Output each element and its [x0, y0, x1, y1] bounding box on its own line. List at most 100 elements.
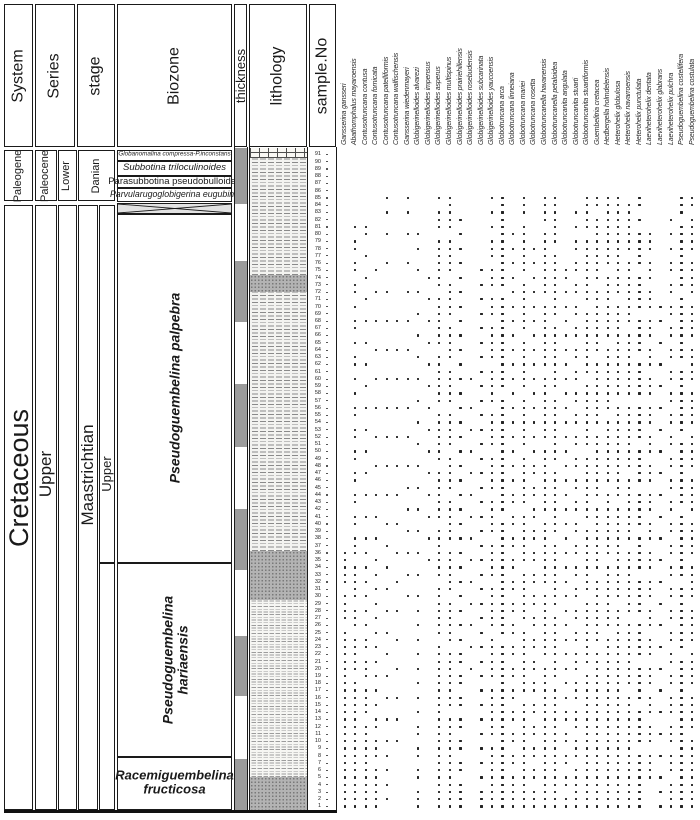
occurrence-dot — [617, 646, 620, 649]
occurrence-dot — [469, 667, 473, 670]
cretaceous-stage-box — [78, 204, 98, 810]
occurrence-dot — [690, 754, 694, 757]
occurrence-dot — [533, 776, 536, 779]
occurrence-dot — [448, 769, 451, 772]
occurrence-dot — [627, 443, 630, 446]
occurrence-dot — [638, 298, 641, 301]
occurrence-dot — [680, 457, 683, 460]
occurrence-dot — [585, 348, 588, 352]
occurrence-dot — [448, 240, 451, 243]
occurrence-dot — [385, 696, 388, 699]
occurrence-dot — [585, 298, 588, 301]
occurrence-dot — [659, 805, 662, 808]
occurrence-dot — [596, 674, 599, 678]
sample-number: 45 — [314, 484, 321, 491]
occurrence-dot — [554, 617, 557, 620]
occurrence-dot — [354, 305, 357, 308]
occurrence-dot — [543, 682, 546, 685]
occurrence-dot — [575, 530, 578, 533]
occurrence-dot — [680, 276, 683, 279]
occurrence-dot — [617, 660, 620, 663]
occurrence-dot — [638, 421, 641, 424]
occurrence-dot — [669, 617, 673, 620]
occurrence-dot — [690, 320, 694, 323]
occurrence-dot — [596, 247, 599, 250]
occurrence-dot — [438, 392, 441, 395]
occurrence-dot — [575, 291, 578, 294]
sample-number: 43 — [314, 499, 321, 506]
occurrence-dot — [375, 602, 378, 605]
occurrence-dot — [648, 305, 652, 308]
occurrence-dot — [638, 472, 641, 475]
occurrence-dot — [385, 262, 388, 265]
sample-tick — [326, 393, 329, 395]
occurrence-dot — [533, 530, 536, 533]
occurrence-dot — [596, 377, 599, 381]
occurrence-dot — [596, 689, 599, 692]
sample-tick — [326, 516, 329, 518]
occurrence-dot — [490, 356, 494, 359]
occurrence-dot — [648, 501, 652, 504]
occurrence-dot — [438, 501, 441, 504]
occurrence-dot — [522, 754, 525, 757]
occurrence-dot — [343, 682, 346, 685]
sample-number: 9 — [317, 745, 321, 752]
occurrence-dot — [585, 761, 588, 765]
sample-number: 70 — [314, 303, 321, 310]
occurrence-dot — [501, 508, 504, 511]
occurrence-dot — [438, 305, 441, 308]
occurrence-dot — [533, 769, 536, 772]
occurrence-dot — [648, 233, 652, 236]
sample-tick — [326, 327, 329, 329]
occurrence-dot — [511, 711, 515, 714]
occurrence-dot — [606, 247, 609, 250]
occurrence-dot — [606, 667, 609, 670]
paleogene-system-label: Paleogene — [11, 149, 24, 202]
occurrence-dot — [343, 747, 346, 750]
occurrence-dot — [354, 790, 357, 794]
occurrence-dot — [680, 327, 683, 330]
occurrence-dot — [627, 269, 630, 272]
occurrence-dot — [575, 798, 578, 801]
occurrence-dot — [627, 631, 630, 634]
occurrence-dot — [596, 754, 599, 757]
header-cell-sample-no — [309, 4, 336, 147]
occurrence-dot — [522, 204, 525, 207]
occurrence-dot — [522, 522, 525, 526]
occurrence-dot — [669, 262, 673, 265]
species-label: Globigerinelloides rosebudensis — [467, 49, 475, 145]
occurrence-dot — [543, 761, 546, 765]
occurrence-dot — [543, 450, 546, 453]
occurrence-dot — [543, 356, 546, 359]
occurrence-dot — [501, 602, 504, 605]
occurrence-dot — [490, 638, 494, 641]
species-label: Laeviheterohelix glabrans — [657, 68, 664, 145]
occurrence-dot — [533, 798, 536, 801]
occurrence-dot — [659, 493, 662, 497]
occurrence-dot — [690, 479, 694, 482]
occurrence-dot — [438, 327, 441, 330]
occurrence-dot — [364, 254, 367, 257]
occurrence-dot — [427, 450, 430, 453]
thickness-segment — [234, 696, 247, 759]
occurrence-dot — [617, 385, 620, 388]
occurrence-dot — [533, 754, 536, 757]
occurrence-dot — [448, 609, 451, 612]
occurrence-dot — [554, 747, 557, 750]
occurrence-dot — [501, 305, 504, 308]
occurrence-dot — [417, 233, 420, 236]
occurrence-dot — [585, 805, 588, 808]
sample-number: 71 — [314, 296, 321, 303]
occurrence-dot — [554, 703, 557, 707]
sample-tick — [326, 530, 329, 532]
occurrence-dot — [448, 254, 451, 257]
occurrence-dot — [364, 515, 367, 518]
occurrence-dot — [375, 674, 378, 678]
occurrence-dot — [354, 805, 357, 808]
occurrence-dot — [459, 392, 462, 395]
occurrence-dot — [354, 573, 357, 576]
occurrence-dot — [669, 711, 673, 714]
occurrence-dot — [501, 790, 504, 794]
sample-tick — [326, 472, 329, 474]
occurrence-dot — [511, 305, 515, 308]
